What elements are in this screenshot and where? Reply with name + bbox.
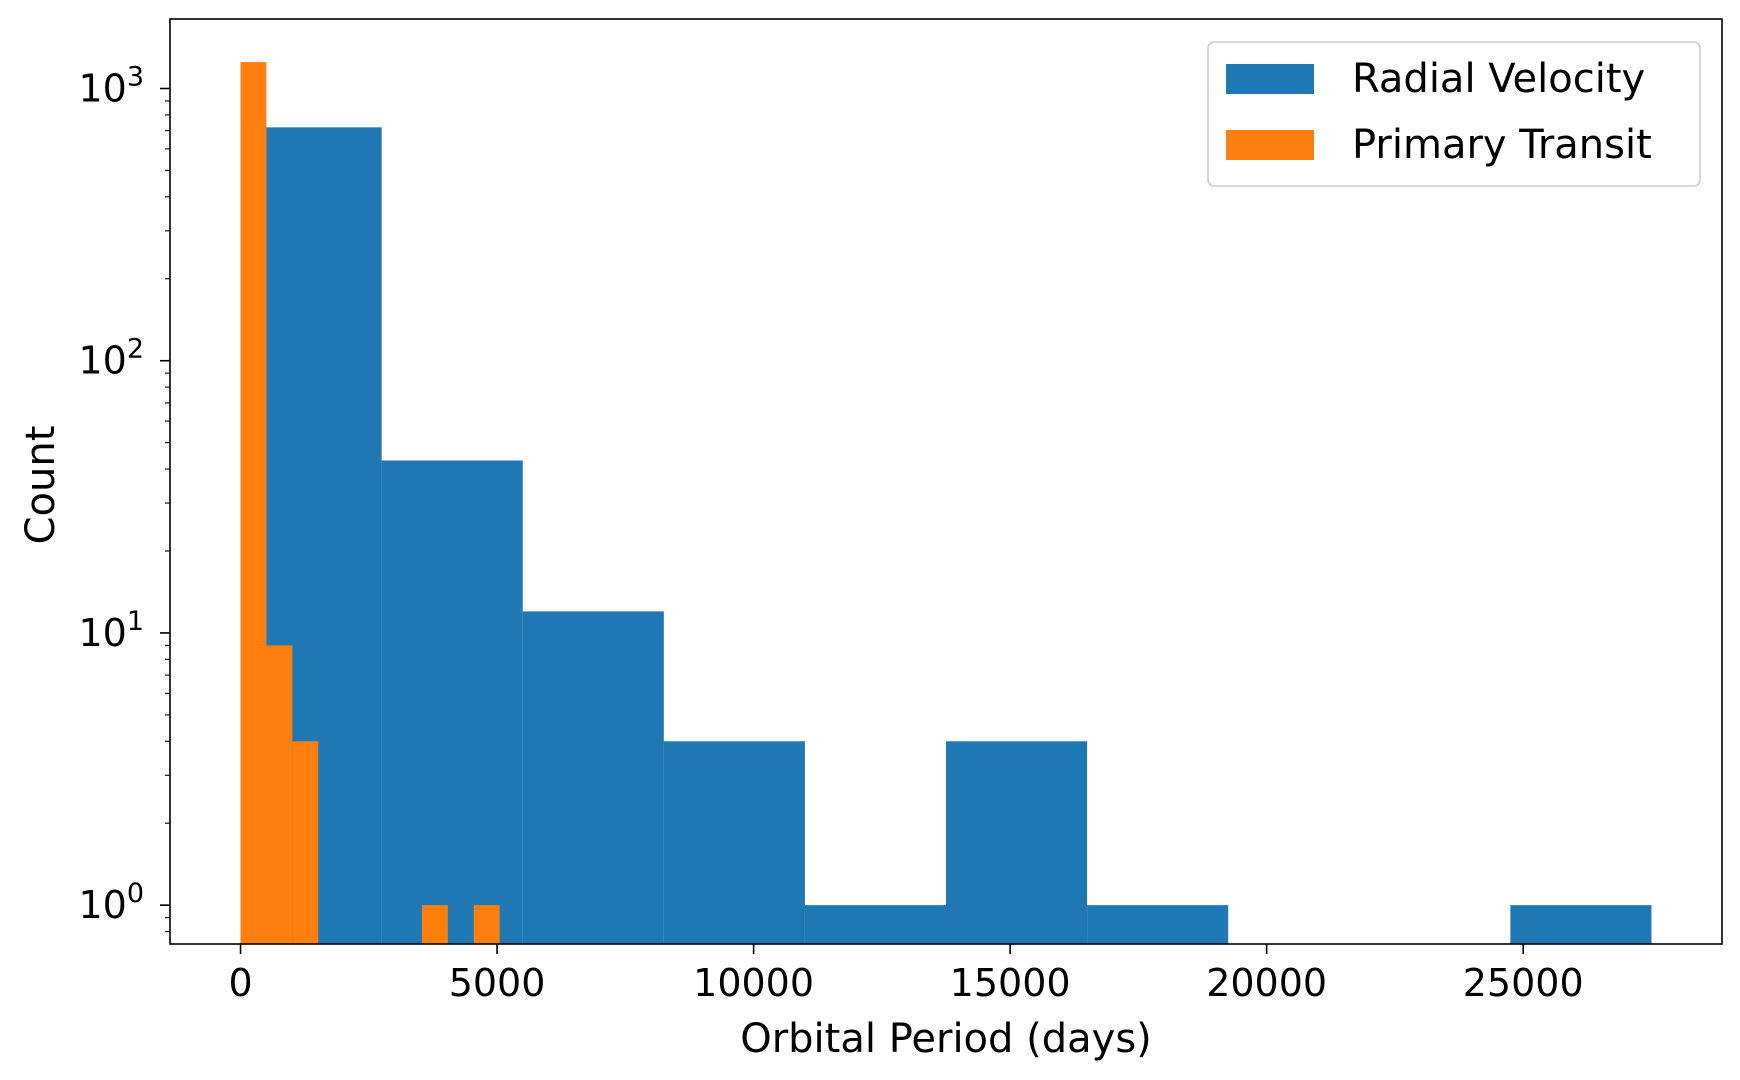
bar-radial-velocity-4 [804, 905, 946, 944]
bar-radial-velocity-2 [522, 611, 664, 944]
plot-area-frame [169, 18, 1723, 945]
bar-primary-transit-9 [473, 905, 500, 944]
bar-radial-velocity-3 [663, 741, 805, 944]
y-tick-label-2: 102 [78, 334, 144, 383]
y-tick-label-3: 103 [78, 61, 144, 110]
ticks-layer: 0 5000 10000 15000 20000 25000 100 101 102 103 [78, 61, 1583, 1005]
legend: Radial Velocity Primary Transit [1207, 41, 1701, 187]
x-tick-label-5: 25000 [1463, 961, 1584, 1005]
x-tick-label-4: 20000 [1206, 961, 1327, 1005]
bar-primary-transit-0 [240, 62, 267, 944]
bar-primary-transit-1 [266, 645, 293, 944]
bar-primary-transit-7 [421, 905, 448, 944]
bar-radial-velocity-6 [1087, 905, 1229, 944]
legend-frame [1207, 41, 1701, 187]
y-tick-label-1: 101 [78, 606, 144, 655]
legend-swatch-radial-velocity [1226, 64, 1314, 94]
x-tick-label-3: 15000 [950, 961, 1071, 1005]
y-tick-label-0: 100 [78, 878, 144, 927]
bar-primary-transit-2 [292, 741, 319, 944]
x-tick-label-0: 0 [228, 961, 252, 1005]
legend-swatch-primary-transit [1226, 130, 1314, 160]
y-axis-label: Count [18, 426, 64, 545]
bars-layer [240, 62, 1652, 944]
legend-label-primary-transit: Primary Transit [1352, 122, 1652, 168]
x-tick-label-2: 10000 [693, 961, 814, 1005]
x-axis-label: Orbital Period (days) [740, 1016, 1152, 1062]
legend-label-radial-velocity: Radial Velocity [1352, 56, 1645, 102]
bar-radial-velocity-9 [1510, 905, 1652, 944]
bar-radial-velocity-1 [381, 460, 523, 944]
x-tick-label-1: 5000 [449, 961, 546, 1005]
bar-radial-velocity-5 [946, 741, 1088, 944]
